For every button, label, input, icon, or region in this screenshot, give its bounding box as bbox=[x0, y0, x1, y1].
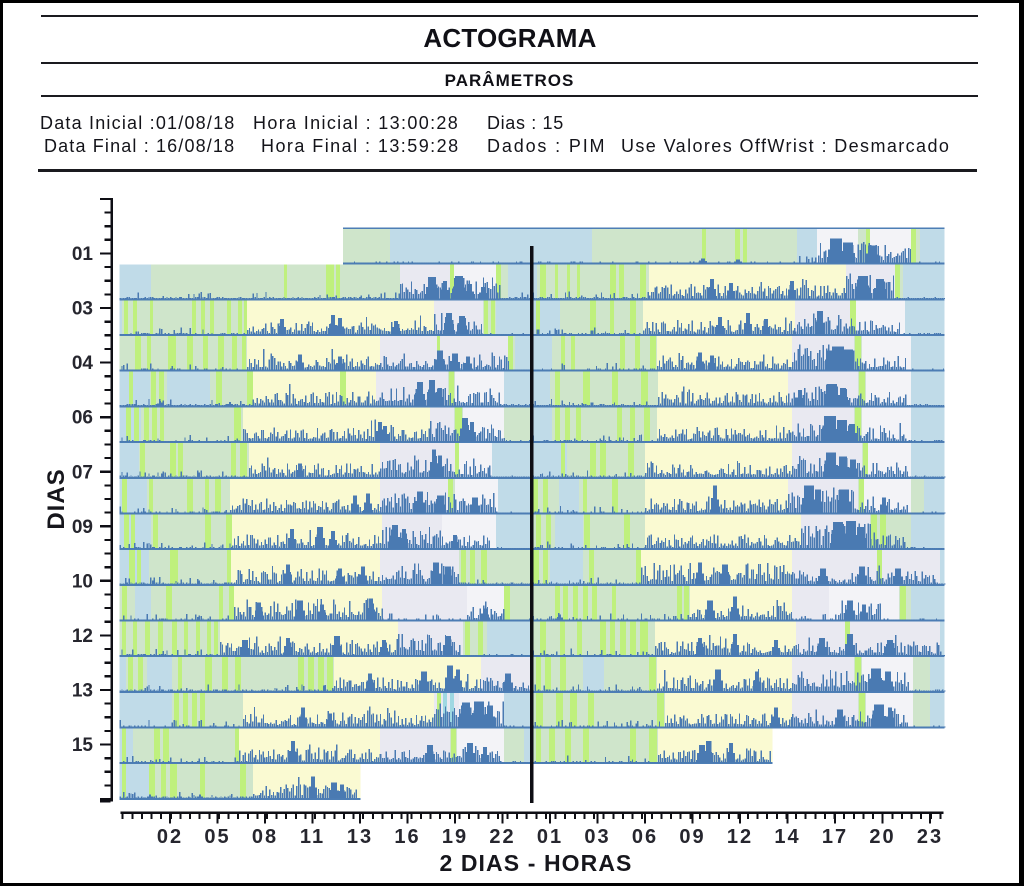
svg-text:08: 08 bbox=[252, 826, 278, 848]
svg-text:12: 12 bbox=[72, 626, 93, 647]
svg-text:09: 09 bbox=[679, 826, 705, 848]
svg-text:13: 13 bbox=[72, 681, 93, 702]
svg-text:05: 05 bbox=[204, 826, 230, 848]
svg-text:04: 04 bbox=[72, 353, 94, 374]
svg-text:2 DIAS - HORAS: 2 DIAS - HORAS bbox=[439, 850, 632, 876]
svg-text:01: 01 bbox=[72, 244, 94, 265]
svg-text:19: 19 bbox=[442, 826, 468, 848]
svg-text:03: 03 bbox=[584, 826, 610, 848]
svg-text:13: 13 bbox=[347, 826, 373, 848]
svg-text:09: 09 bbox=[72, 517, 93, 538]
svg-text:02: 02 bbox=[157, 826, 183, 848]
svg-text:03: 03 bbox=[72, 299, 93, 320]
svg-text:07: 07 bbox=[72, 462, 93, 483]
svg-text:12: 12 bbox=[727, 826, 753, 848]
svg-text:16: 16 bbox=[394, 826, 420, 848]
svg-text:20: 20 bbox=[869, 826, 895, 848]
svg-text:06: 06 bbox=[72, 408, 93, 429]
svg-text:10: 10 bbox=[72, 571, 93, 592]
svg-text:06: 06 bbox=[632, 826, 658, 848]
svg-text:14: 14 bbox=[774, 826, 800, 848]
svg-text:DIAS: DIAS bbox=[43, 468, 70, 529]
svg-text:15: 15 bbox=[72, 735, 94, 756]
svg-text:22: 22 bbox=[489, 826, 515, 848]
svg-text:11: 11 bbox=[300, 826, 325, 848]
svg-text:23: 23 bbox=[917, 826, 943, 848]
svg-text:17: 17 bbox=[822, 826, 848, 848]
svg-text:01: 01 bbox=[537, 826, 563, 848]
